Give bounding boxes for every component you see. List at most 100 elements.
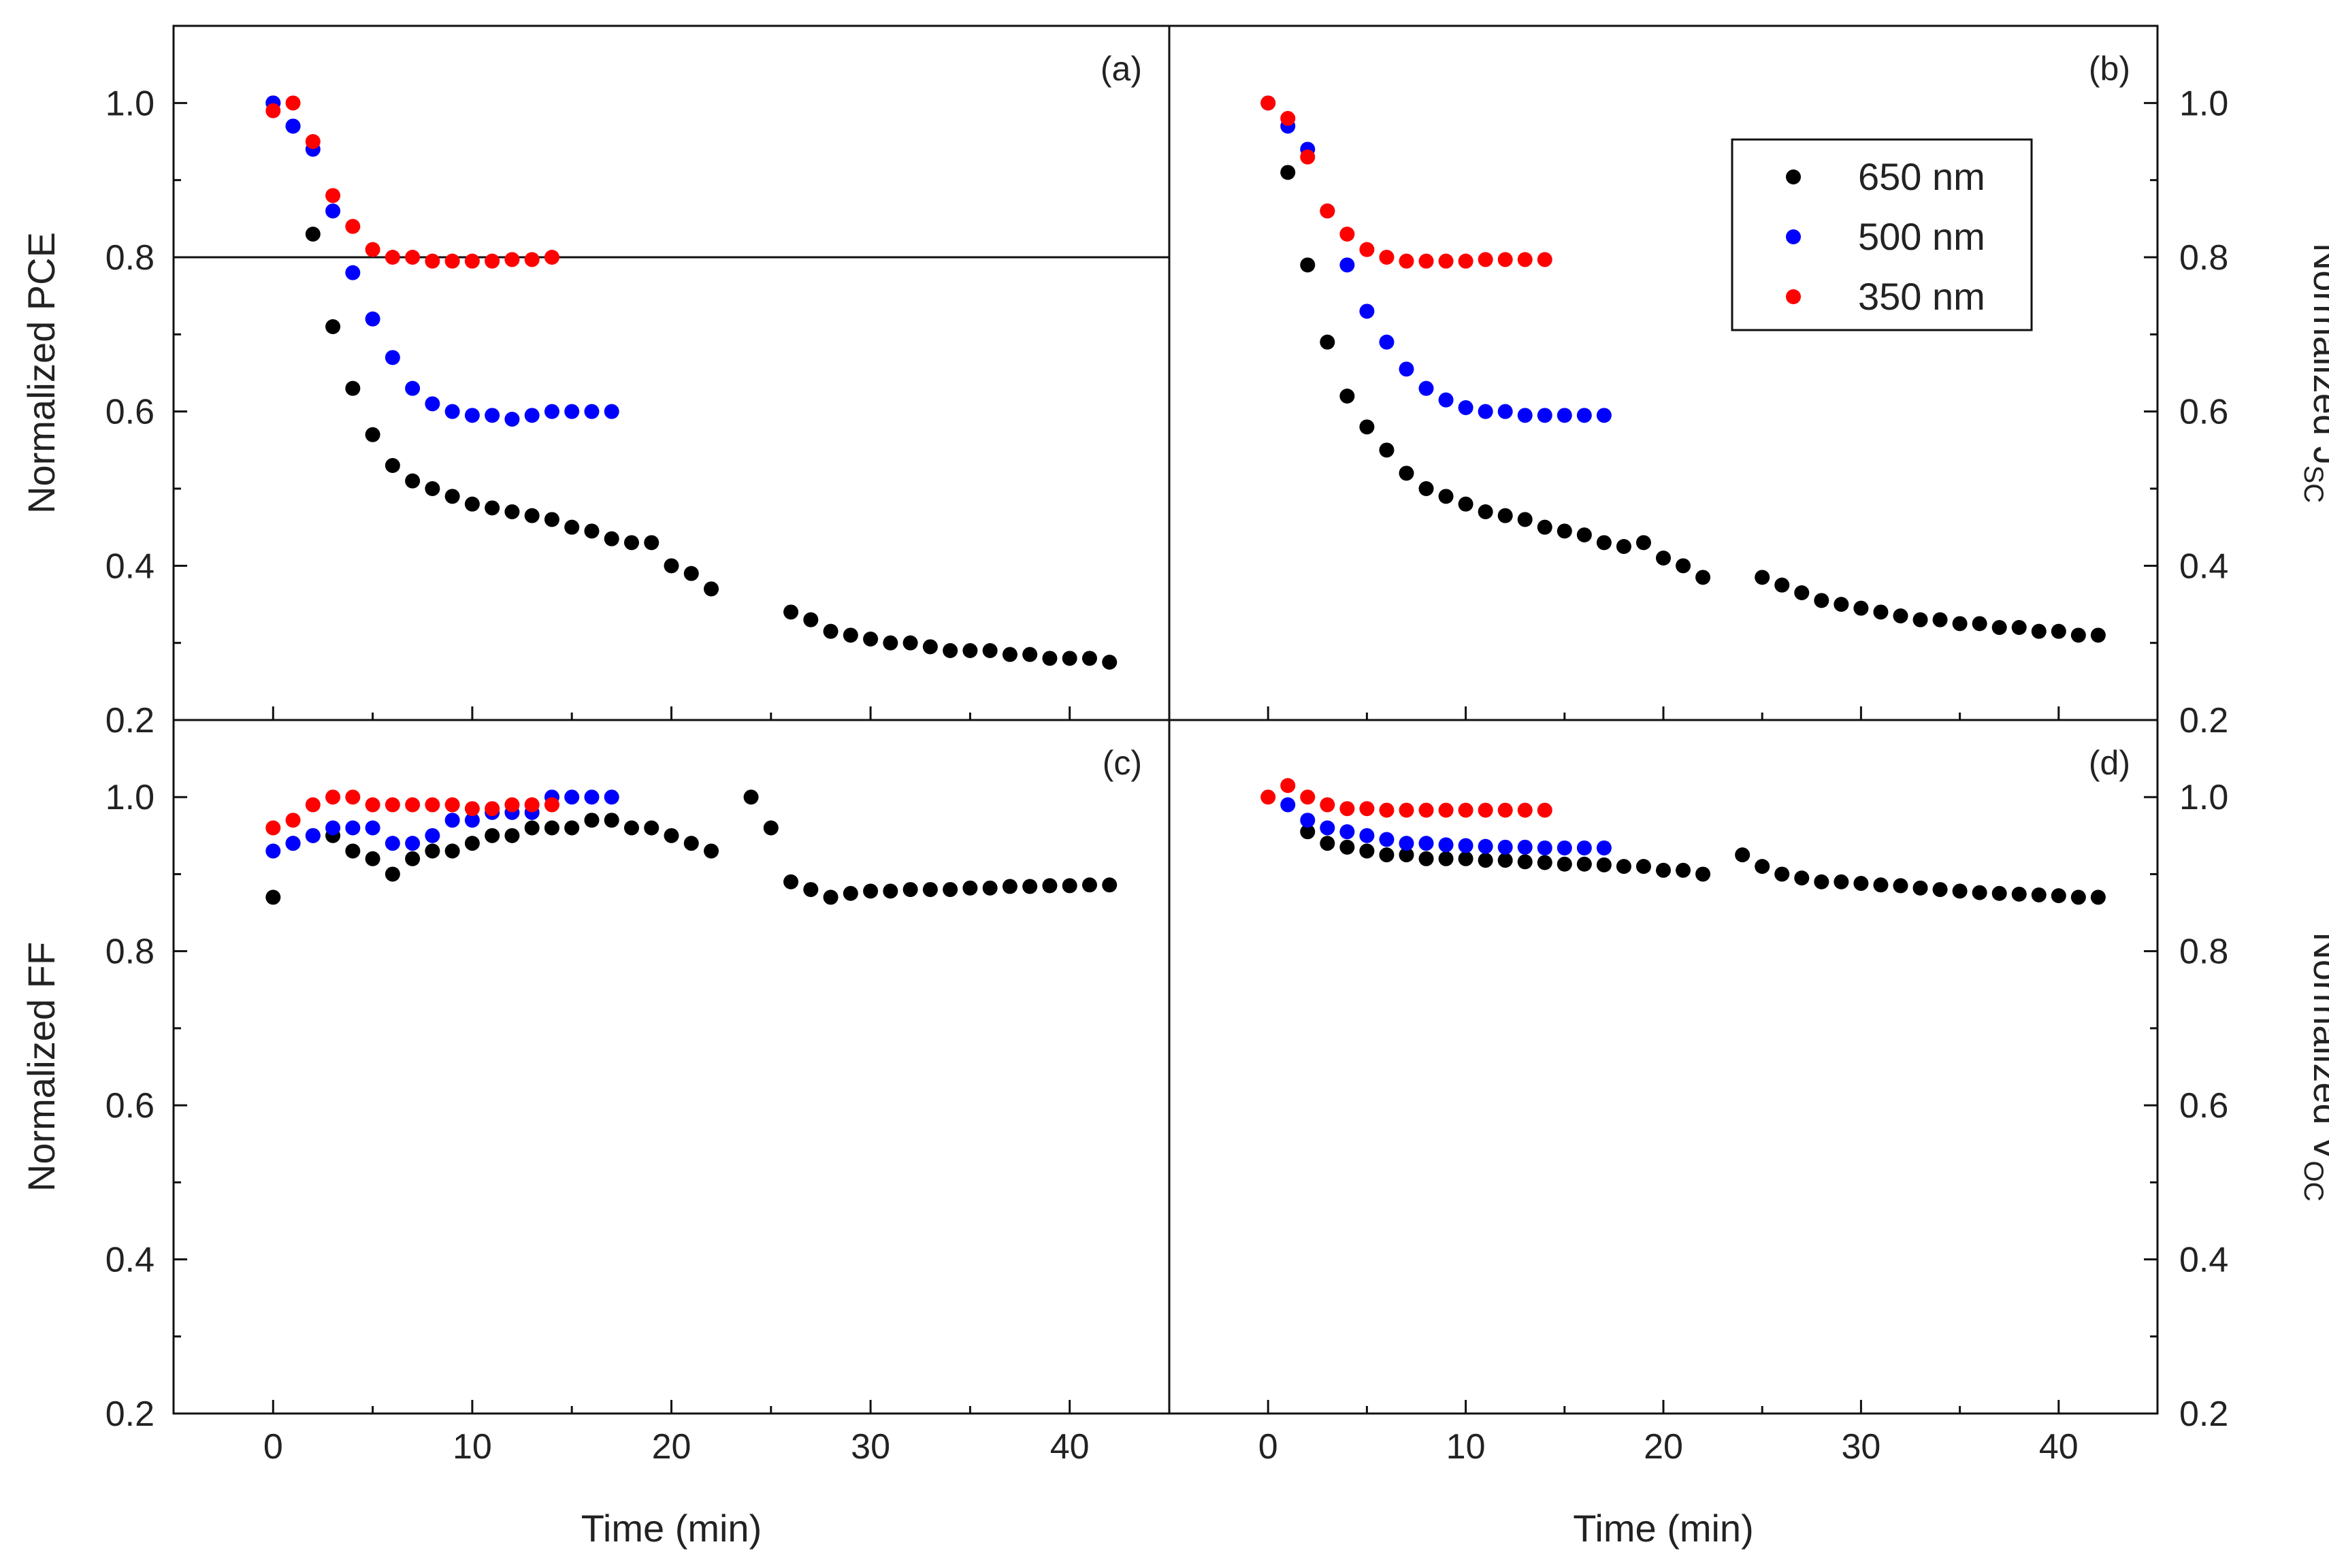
legend-marker [1786,229,1801,244]
data-point [1300,813,1316,828]
data-point [1300,149,1316,165]
data-point [1912,612,1928,627]
y-axis-title: Normalized JSC [2298,243,2329,503]
data-point [265,843,281,859]
data-point [1300,824,1316,840]
y-axis-title: Normalized FF [20,942,63,1192]
data-point [1379,847,1395,863]
data-point [385,458,400,473]
data-point [385,797,400,813]
data-point [982,643,998,658]
data-point [1596,408,1612,423]
data-point [1596,857,1612,872]
panel-label: (c) [1103,744,1142,782]
data-point [1478,853,1493,868]
data-point [1102,877,1118,893]
data-point [943,643,958,658]
data-point [683,566,699,581]
data-point [345,265,361,280]
data-point [504,797,520,813]
data-point [2011,620,2027,635]
data-point [504,412,520,427]
data-point [265,820,281,836]
data-point [1339,389,1355,404]
data-point [345,789,361,805]
data-point [1537,519,1552,535]
data-point [1814,593,1829,608]
data-point [444,797,460,813]
data-point [444,404,460,419]
data-point [2090,627,2106,643]
data-point [464,801,480,817]
data-point [604,789,619,805]
x-tick-label: 40 [1050,1427,1090,1467]
data-point [1379,802,1395,818]
panel-label: (a) [1101,50,1142,88]
y-tick-label: 0.6 [2179,393,2228,432]
data-point [485,500,500,516]
data-point [883,635,898,651]
data-point [1557,840,1572,855]
data-point [1280,165,1296,180]
data-point [305,134,321,149]
data-point [464,408,480,423]
x-tick-label: 10 [453,1427,492,1467]
data-point [345,843,361,859]
x-tick-label: 0 [1258,1427,1278,1467]
data-point [1458,802,1473,818]
data-point [365,427,380,442]
data-point [1062,651,1077,666]
data-point [1972,885,1987,900]
data-point [1399,361,1414,377]
data-point [1320,203,1335,218]
y-tick-label: 0.6 [105,1086,154,1126]
data-point [823,623,838,639]
data-point [1794,585,1810,600]
data-point [405,473,421,489]
data-point [683,836,699,851]
data-point [1834,597,1849,612]
data-point [1853,876,1869,892]
data-point [564,789,580,805]
data-point [1656,862,1671,878]
series-350-nm [1260,778,1552,818]
data-point [803,612,819,627]
data-point [485,408,500,423]
data-point [1438,392,1454,408]
x-tick-label: 30 [1841,1427,1880,1467]
data-point [1932,882,1948,898]
legend-marker [1786,169,1801,184]
data-point [704,581,719,597]
data-point [385,836,400,851]
y-tick-label: 1.0 [2179,778,2228,817]
data-point [265,889,281,905]
data-point [1676,558,1691,574]
data-point [464,496,480,512]
data-point [1497,508,1513,523]
data-point [1537,855,1552,870]
data-point [385,350,400,365]
data-point [2011,886,2027,902]
data-point [1497,802,1513,818]
x-tick-label: 20 [1644,1427,1683,1467]
y-axis-title: Normalized VOC [2298,932,2329,1201]
data-point [425,253,440,269]
data-point [444,489,460,504]
data-point [1042,878,1058,894]
data-point [365,797,380,813]
data-point [1853,600,1869,616]
data-point [444,843,460,859]
data-point [1339,227,1355,242]
y-tick-label: 1.0 [105,84,154,123]
data-point [763,820,779,836]
data-point [1022,647,1038,662]
data-point [1458,253,1473,269]
data-point [1893,608,1908,623]
series-350-nm [265,789,559,836]
data-point [305,828,321,843]
data-point [1635,859,1651,875]
data-point [1458,838,1473,853]
data-point [1438,837,1454,853]
series-350-nm [265,95,559,269]
